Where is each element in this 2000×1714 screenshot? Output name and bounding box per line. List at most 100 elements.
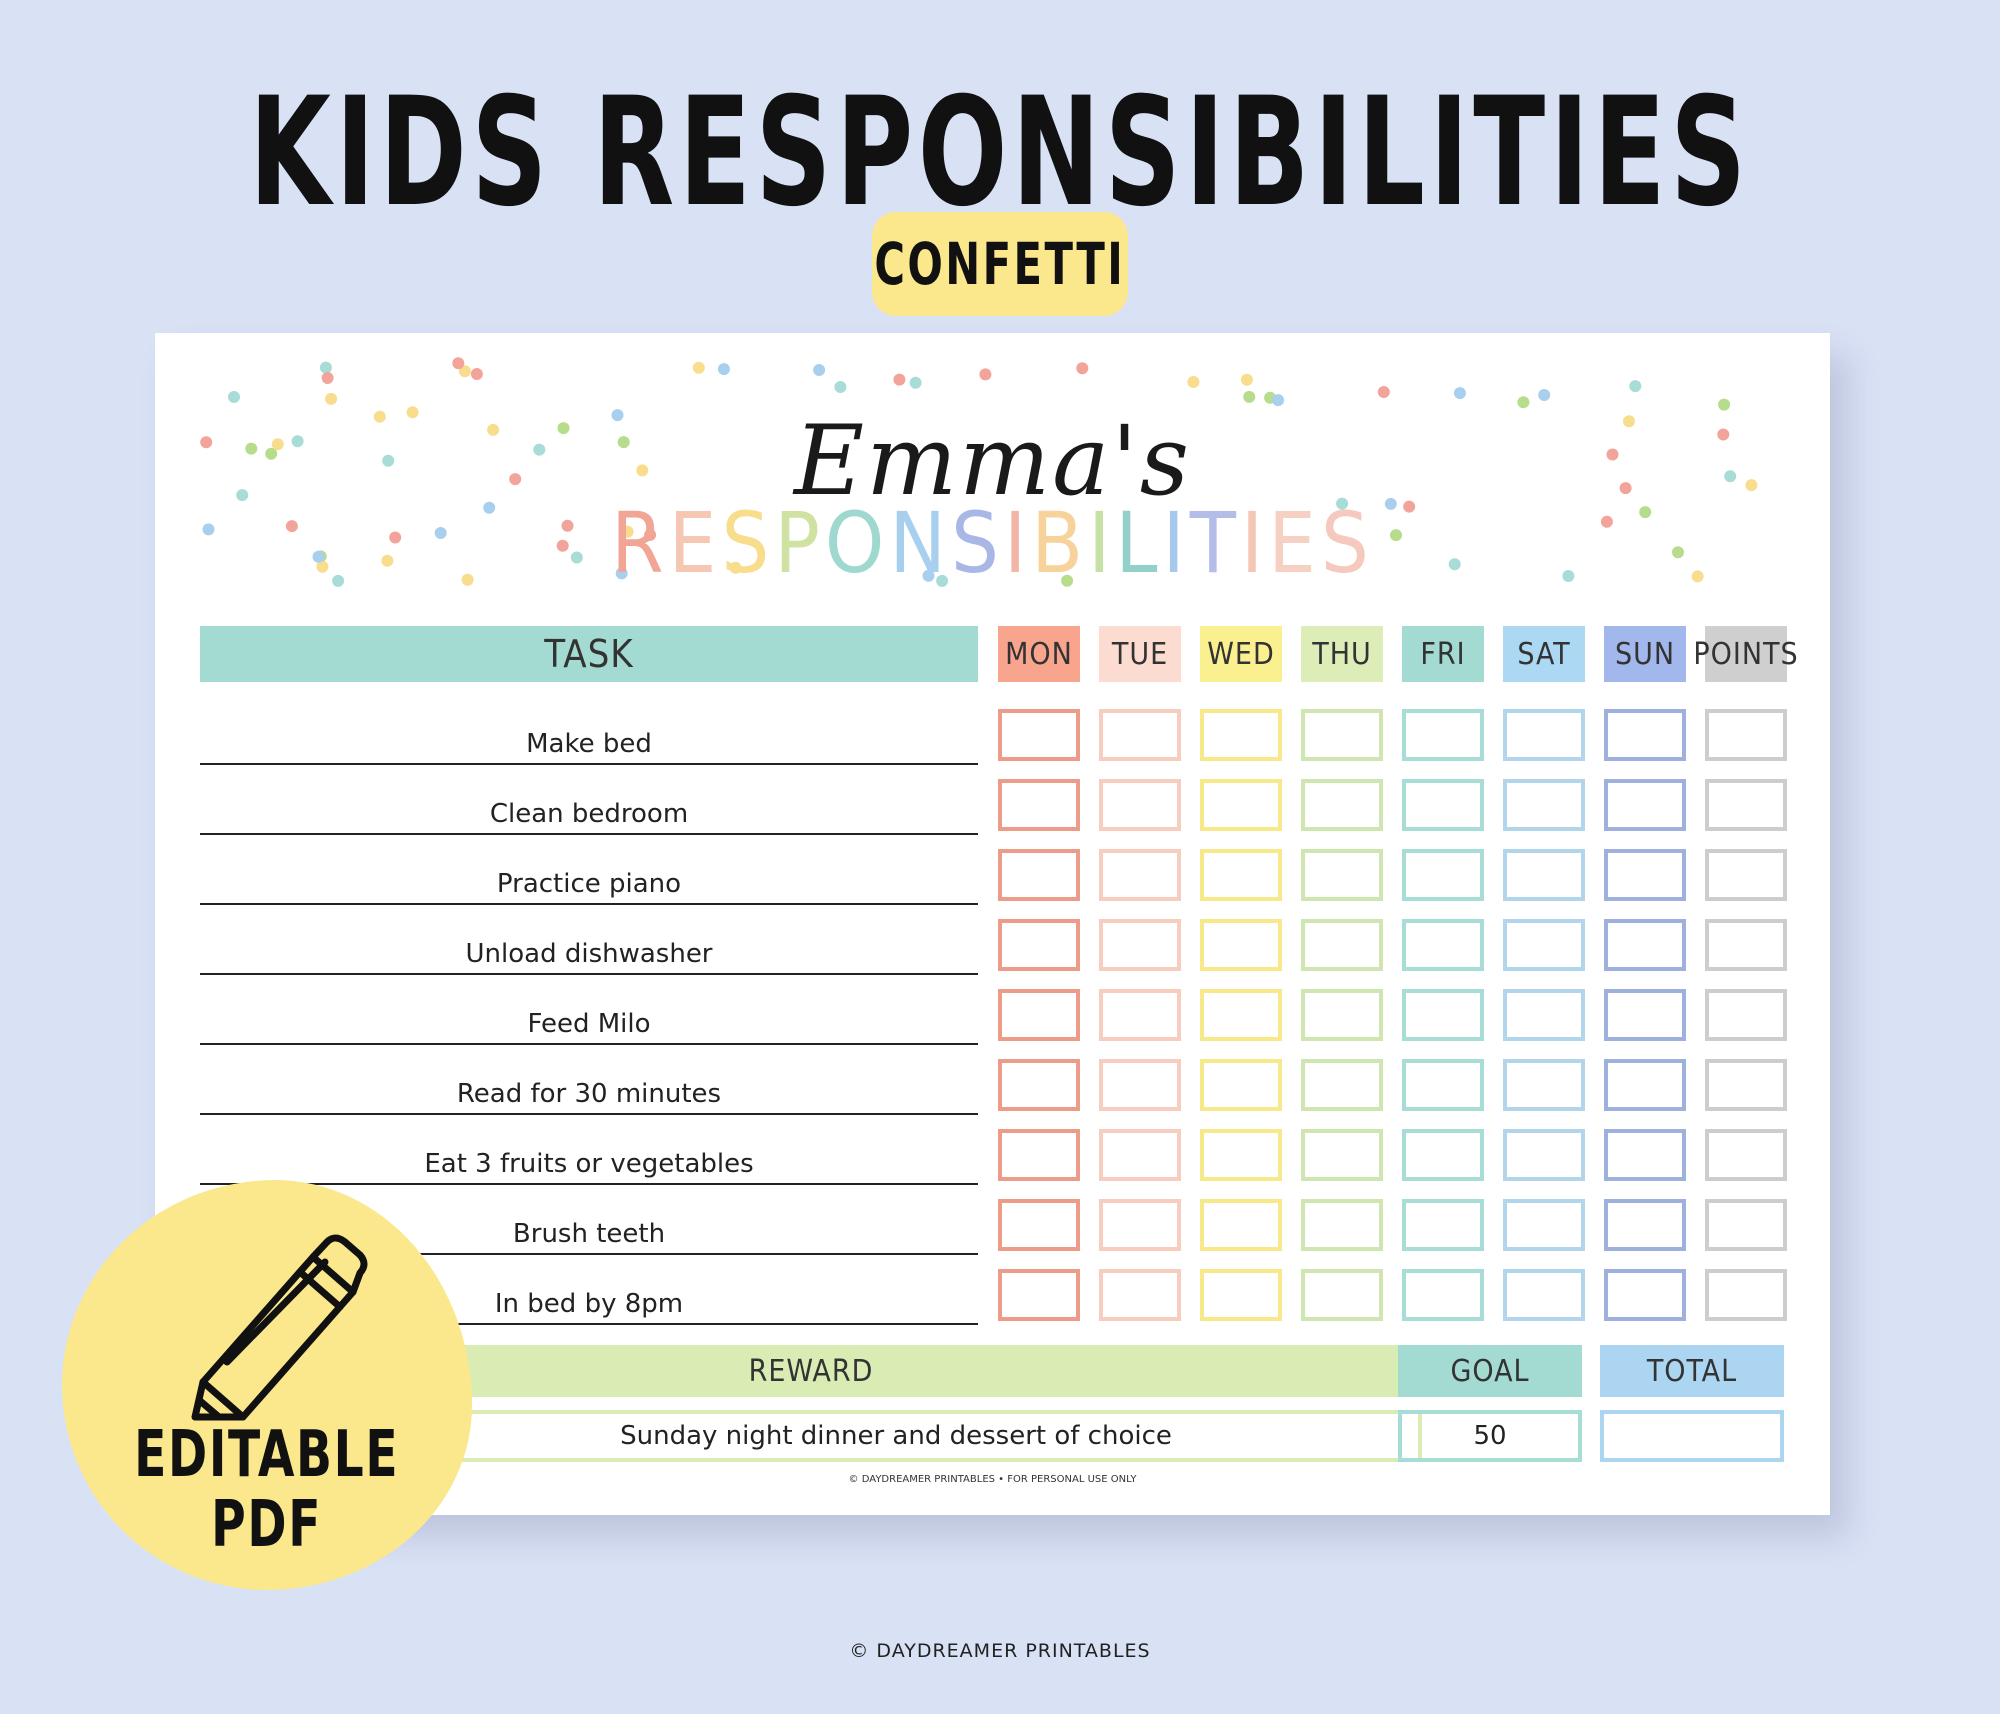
- checkbox-mon[interactable]: [998, 1269, 1080, 1321]
- checkbox-wed[interactable]: [1200, 709, 1282, 761]
- confetti-dot: [1448, 558, 1461, 571]
- reward-field[interactable]: Sunday night dinner and dessert of choic…: [200, 1410, 1422, 1462]
- confetti-dot: [1453, 387, 1466, 400]
- checkbox-mon[interactable]: [998, 1199, 1080, 1251]
- checkbox-tue[interactable]: [1099, 1129, 1181, 1181]
- checkbox-mon[interactable]: [998, 709, 1080, 761]
- checkbox-mon[interactable]: [998, 779, 1080, 831]
- confetti-decoration: [200, 357, 1758, 587]
- task-label: Practice piano: [496, 869, 682, 899]
- checkbox-points[interactable]: [1705, 779, 1787, 831]
- checkbox-sun[interactable]: [1604, 1129, 1686, 1181]
- confetti-dot: [1187, 376, 1200, 388]
- checkbox-sat[interactable]: [1503, 709, 1585, 761]
- checkbox-tue[interactable]: [1099, 1269, 1181, 1321]
- checkbox-tue[interactable]: [1099, 779, 1181, 831]
- checkbox-fri[interactable]: [1402, 709, 1484, 761]
- task-row: Practice piano: [200, 837, 978, 905]
- checkbox-sat[interactable]: [1503, 1129, 1585, 1181]
- confetti-dot: [1718, 398, 1731, 411]
- confetti-dot: [1629, 380, 1642, 393]
- checkbox-thu[interactable]: [1301, 1129, 1383, 1181]
- checkbox-wed[interactable]: [1200, 1269, 1282, 1321]
- checkbox-wed[interactable]: [1200, 1199, 1282, 1251]
- checkbox-fri[interactable]: [1402, 779, 1484, 831]
- checkbox-sat[interactable]: [1503, 1269, 1585, 1321]
- confetti-dot: [1672, 546, 1684, 559]
- checkbox-sun[interactable]: [1604, 1199, 1686, 1251]
- checkbox-thu[interactable]: [1301, 1269, 1383, 1321]
- checkbox-sat[interactable]: [1503, 1059, 1585, 1111]
- checkbox-sun[interactable]: [1604, 849, 1686, 901]
- confetti-dot: [452, 357, 465, 370]
- checkbox-tue[interactable]: [1099, 1199, 1181, 1251]
- checkbox-wed[interactable]: [1200, 1059, 1282, 1111]
- confetti-dot: [1517, 396, 1530, 409]
- checkbox-tue[interactable]: [1099, 919, 1181, 971]
- checkbox-fri[interactable]: [1402, 919, 1484, 971]
- checkbox-mon[interactable]: [998, 849, 1080, 901]
- confetti-dot: [434, 527, 447, 539]
- checkbox-points[interactable]: [1705, 849, 1787, 901]
- checkbox-sun[interactable]: [1604, 919, 1686, 971]
- checkbox-wed[interactable]: [1200, 989, 1282, 1041]
- checkbox-sat[interactable]: [1503, 849, 1585, 901]
- checkbox-thu[interactable]: [1301, 709, 1383, 761]
- checkbox-wed[interactable]: [1200, 1129, 1282, 1181]
- checkbox-sun[interactable]: [1604, 989, 1686, 1041]
- confetti-dot: [1243, 390, 1256, 403]
- checkbox-tue[interactable]: [1099, 709, 1181, 761]
- checkbox-fri[interactable]: [1402, 1059, 1484, 1111]
- checkbox-sun[interactable]: [1604, 1059, 1686, 1111]
- checkbox-fri[interactable]: [1402, 1129, 1484, 1181]
- checkbox-points[interactable]: [1705, 1269, 1787, 1321]
- checkbox-thu[interactable]: [1301, 919, 1383, 971]
- total-field[interactable]: [1600, 1410, 1784, 1462]
- checkbox-thu[interactable]: [1301, 989, 1383, 1041]
- confetti-dot: [1061, 574, 1074, 587]
- checkbox-points[interactable]: [1705, 1199, 1787, 1251]
- checkbox-points[interactable]: [1705, 1129, 1787, 1181]
- confetti-dot: [389, 531, 402, 544]
- checkbox-thu[interactable]: [1301, 1059, 1383, 1111]
- checkbox-wed[interactable]: [1200, 779, 1282, 831]
- confetti-dot: [1403, 500, 1416, 513]
- checkbox-sat[interactable]: [1503, 989, 1585, 1041]
- checkbox-tue[interactable]: [1099, 1059, 1181, 1111]
- checkbox-fri[interactable]: [1402, 849, 1484, 901]
- goal-field[interactable]: 50: [1398, 1410, 1582, 1462]
- confetti-dot: [509, 473, 522, 486]
- checkbox-points[interactable]: [1705, 709, 1787, 761]
- checkbox-mon[interactable]: [998, 1059, 1080, 1111]
- checkbox-points[interactable]: [1705, 919, 1787, 971]
- checkbox-sun[interactable]: [1604, 779, 1686, 831]
- checkbox-wed[interactable]: [1200, 919, 1282, 971]
- checkbox-points[interactable]: [1705, 989, 1787, 1041]
- checkbox-sun[interactable]: [1604, 1269, 1686, 1321]
- checkbox-mon[interactable]: [998, 919, 1080, 971]
- checkbox-thu[interactable]: [1301, 1199, 1383, 1251]
- confetti-dot: [1745, 479, 1758, 492]
- checkbox-fri[interactable]: [1402, 1269, 1484, 1321]
- checkbox-fri[interactable]: [1402, 1199, 1484, 1251]
- checkbox-thu[interactable]: [1301, 779, 1383, 831]
- checkbox-sat[interactable]: [1503, 1199, 1585, 1251]
- checkbox-sat[interactable]: [1503, 779, 1585, 831]
- confetti-dot: [1619, 482, 1632, 495]
- checkbox-tue[interactable]: [1099, 849, 1181, 901]
- checkbox-fri[interactable]: [1402, 989, 1484, 1041]
- checkbox-points[interactable]: [1705, 1059, 1787, 1111]
- checkbox-mon[interactable]: [998, 989, 1080, 1041]
- confetti-dot: [1336, 497, 1349, 510]
- confetti-dot: [1076, 362, 1089, 375]
- checkbox-sun[interactable]: [1604, 709, 1686, 761]
- checkbox-sat[interactable]: [1503, 919, 1585, 971]
- confetti-dot: [1538, 389, 1551, 401]
- checkbox-thu[interactable]: [1301, 849, 1383, 901]
- confetti-dot: [1606, 448, 1619, 461]
- checkbox-tue[interactable]: [1099, 989, 1181, 1041]
- task-label: Feed Milo: [527, 1009, 651, 1039]
- confetti-dot: [1272, 394, 1285, 407]
- checkbox-wed[interactable]: [1200, 849, 1282, 901]
- checkbox-mon[interactable]: [998, 1129, 1080, 1181]
